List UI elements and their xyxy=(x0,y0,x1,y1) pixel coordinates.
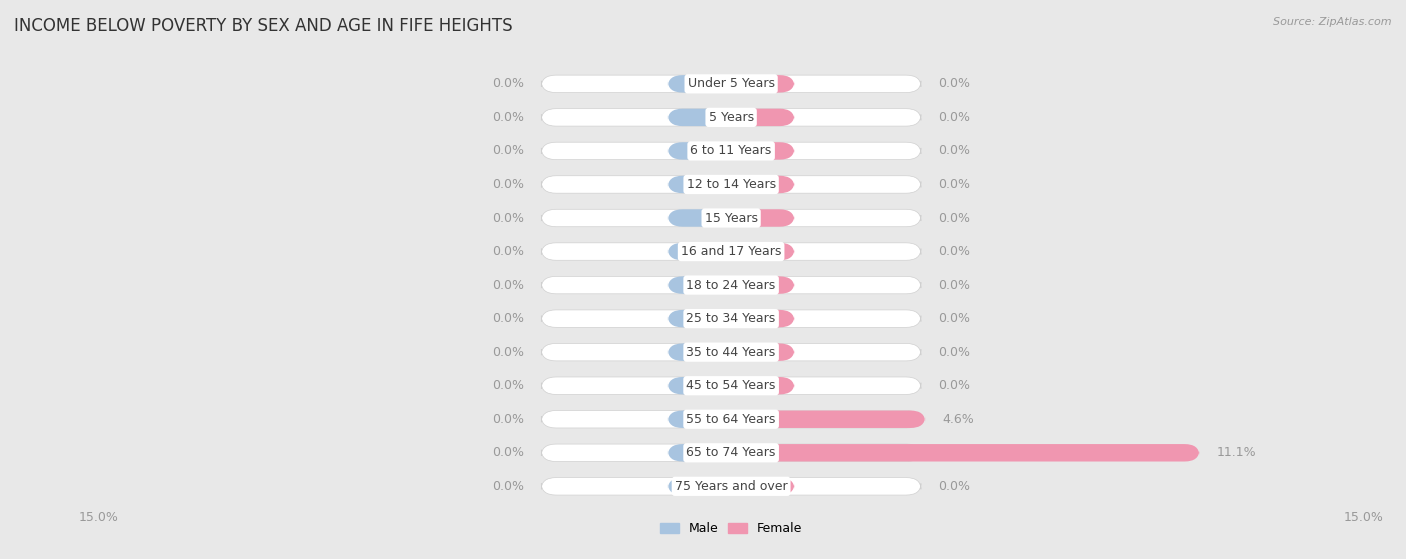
FancyBboxPatch shape xyxy=(541,310,921,328)
FancyBboxPatch shape xyxy=(668,410,731,428)
Text: 0.0%: 0.0% xyxy=(492,446,524,459)
Text: 0.0%: 0.0% xyxy=(492,379,524,392)
FancyBboxPatch shape xyxy=(668,310,731,328)
FancyBboxPatch shape xyxy=(668,75,731,93)
FancyBboxPatch shape xyxy=(668,108,731,126)
Text: 0.0%: 0.0% xyxy=(938,278,970,292)
FancyBboxPatch shape xyxy=(731,142,794,160)
Text: 0.0%: 0.0% xyxy=(938,312,970,325)
FancyBboxPatch shape xyxy=(731,176,794,193)
FancyBboxPatch shape xyxy=(668,343,731,361)
Text: 6 to 11 Years: 6 to 11 Years xyxy=(690,144,772,158)
Text: 18 to 24 Years: 18 to 24 Years xyxy=(686,278,776,292)
FancyBboxPatch shape xyxy=(731,410,925,428)
Text: Source: ZipAtlas.com: Source: ZipAtlas.com xyxy=(1274,17,1392,27)
Text: 45 to 54 Years: 45 to 54 Years xyxy=(686,379,776,392)
Text: 0.0%: 0.0% xyxy=(492,345,524,359)
FancyBboxPatch shape xyxy=(731,75,794,93)
FancyBboxPatch shape xyxy=(541,377,921,395)
FancyBboxPatch shape xyxy=(731,343,794,361)
FancyBboxPatch shape xyxy=(731,477,794,495)
Text: 4.6%: 4.6% xyxy=(942,413,974,426)
Text: 0.0%: 0.0% xyxy=(938,211,970,225)
FancyBboxPatch shape xyxy=(731,444,1199,462)
Text: 0.0%: 0.0% xyxy=(492,111,524,124)
FancyBboxPatch shape xyxy=(541,142,921,160)
FancyBboxPatch shape xyxy=(541,176,921,193)
Text: Under 5 Years: Under 5 Years xyxy=(688,77,775,91)
FancyBboxPatch shape xyxy=(541,209,921,227)
FancyBboxPatch shape xyxy=(731,276,794,294)
FancyBboxPatch shape xyxy=(541,343,921,361)
FancyBboxPatch shape xyxy=(731,377,794,395)
FancyBboxPatch shape xyxy=(668,444,731,462)
Text: 5 Years: 5 Years xyxy=(709,111,754,124)
Text: 25 to 34 Years: 25 to 34 Years xyxy=(686,312,776,325)
Text: 0.0%: 0.0% xyxy=(492,144,524,158)
FancyBboxPatch shape xyxy=(541,477,921,495)
FancyBboxPatch shape xyxy=(541,243,921,260)
FancyBboxPatch shape xyxy=(541,410,921,428)
Text: 0.0%: 0.0% xyxy=(492,178,524,191)
FancyBboxPatch shape xyxy=(731,243,794,260)
FancyBboxPatch shape xyxy=(668,477,731,495)
FancyBboxPatch shape xyxy=(668,176,731,193)
FancyBboxPatch shape xyxy=(731,108,794,126)
Text: 0.0%: 0.0% xyxy=(492,211,524,225)
Text: 0.0%: 0.0% xyxy=(492,480,524,493)
FancyBboxPatch shape xyxy=(541,444,921,462)
FancyBboxPatch shape xyxy=(541,276,921,294)
Text: 55 to 64 Years: 55 to 64 Years xyxy=(686,413,776,426)
Text: 0.0%: 0.0% xyxy=(938,111,970,124)
Text: 0.0%: 0.0% xyxy=(938,379,970,392)
Text: 65 to 74 Years: 65 to 74 Years xyxy=(686,446,776,459)
Text: 0.0%: 0.0% xyxy=(492,77,524,91)
Text: 0.0%: 0.0% xyxy=(492,245,524,258)
FancyBboxPatch shape xyxy=(731,209,794,227)
Text: INCOME BELOW POVERTY BY SEX AND AGE IN FIFE HEIGHTS: INCOME BELOW POVERTY BY SEX AND AGE IN F… xyxy=(14,17,513,35)
Text: 0.0%: 0.0% xyxy=(938,480,970,493)
Text: 0.0%: 0.0% xyxy=(492,413,524,426)
FancyBboxPatch shape xyxy=(668,209,731,227)
Text: 11.1%: 11.1% xyxy=(1216,446,1256,459)
Text: 0.0%: 0.0% xyxy=(938,178,970,191)
Text: 0.0%: 0.0% xyxy=(492,312,524,325)
Text: 0.0%: 0.0% xyxy=(938,345,970,359)
Text: 16 and 17 Years: 16 and 17 Years xyxy=(681,245,782,258)
FancyBboxPatch shape xyxy=(668,243,731,260)
Text: 0.0%: 0.0% xyxy=(938,77,970,91)
Text: 12 to 14 Years: 12 to 14 Years xyxy=(686,178,776,191)
Legend: Male, Female: Male, Female xyxy=(655,518,807,541)
Text: 0.0%: 0.0% xyxy=(492,278,524,292)
Text: 0.0%: 0.0% xyxy=(938,144,970,158)
Text: 35 to 44 Years: 35 to 44 Years xyxy=(686,345,776,359)
FancyBboxPatch shape xyxy=(668,142,731,160)
Text: 15 Years: 15 Years xyxy=(704,211,758,225)
Text: 0.0%: 0.0% xyxy=(938,245,970,258)
Text: 75 Years and over: 75 Years and over xyxy=(675,480,787,493)
FancyBboxPatch shape xyxy=(668,276,731,294)
FancyBboxPatch shape xyxy=(731,310,794,328)
FancyBboxPatch shape xyxy=(541,108,921,126)
FancyBboxPatch shape xyxy=(668,377,731,395)
FancyBboxPatch shape xyxy=(541,75,921,93)
